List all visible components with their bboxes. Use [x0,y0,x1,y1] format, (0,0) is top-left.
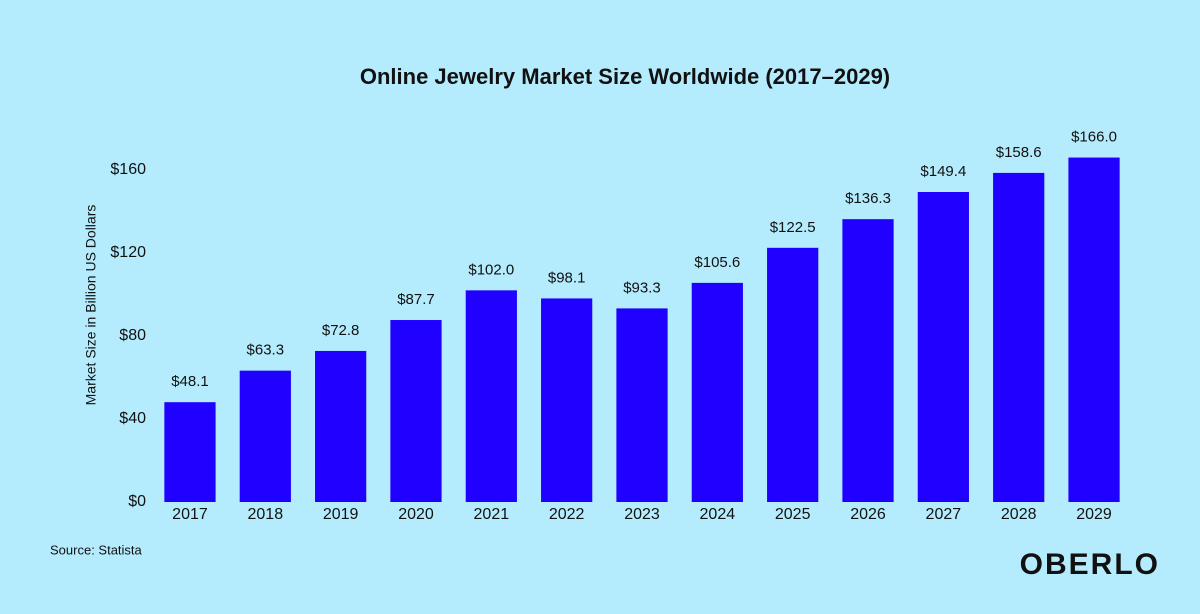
bar [315,350,367,502]
data-label: $166.0 [1071,129,1117,146]
x-tick-label: 2018 [248,506,284,523]
data-label: $122.5 [770,219,816,236]
data-label: $87.7 [397,291,435,308]
data-label: $136.3 [845,190,891,207]
data-label: $149.4 [920,163,966,180]
x-tick-label: 2027 [926,506,962,523]
y-tick-label: $80 [119,327,146,344]
x-tick-label: 2019 [323,506,359,523]
y-tick-label: $160 [110,161,146,178]
x-tick-label: 2017 [172,506,208,523]
x-tick-label: 2028 [1001,506,1037,523]
x-tick-label: 2023 [624,506,660,523]
data-label: $105.6 [694,254,740,271]
x-tick-label: 2024 [700,506,736,523]
bar [541,298,593,502]
data-label: $63.3 [247,342,285,359]
bar [1068,157,1120,503]
bar [616,308,668,502]
y-axis-label: Market Size in Billion US Dollars [83,205,99,406]
bar [465,290,517,502]
bar [239,370,291,502]
data-label: $48.1 [171,373,209,390]
data-label: $93.3 [623,279,661,296]
bar [390,320,442,502]
source: Source: Statista [50,542,143,557]
brand-logo: OBERLO [1020,548,1160,581]
bar [164,402,216,502]
data-label: $72.8 [322,322,360,339]
bar [767,247,819,502]
x-tick-label: 2026 [850,506,886,523]
y-tick-label: $40 [119,410,146,427]
bar [917,191,969,502]
x-tick-label: 2029 [1076,506,1112,523]
y-tick-label: $0 [128,493,146,510]
bar [691,282,743,502]
data-label: $98.1 [548,269,586,286]
x-tick-label: 2021 [474,506,510,523]
data-label: $158.6 [996,144,1042,161]
x-tick-label: 2025 [775,506,811,523]
x-tick-label: 2022 [549,506,585,523]
data-label: $102.0 [468,261,514,278]
bar [842,219,894,503]
bar [993,172,1045,502]
x-tick-label: 2020 [398,506,434,523]
chart-title: Online Jewelry Market Size Worldwide (20… [360,64,890,89]
y-tick-label: $120 [110,244,146,261]
